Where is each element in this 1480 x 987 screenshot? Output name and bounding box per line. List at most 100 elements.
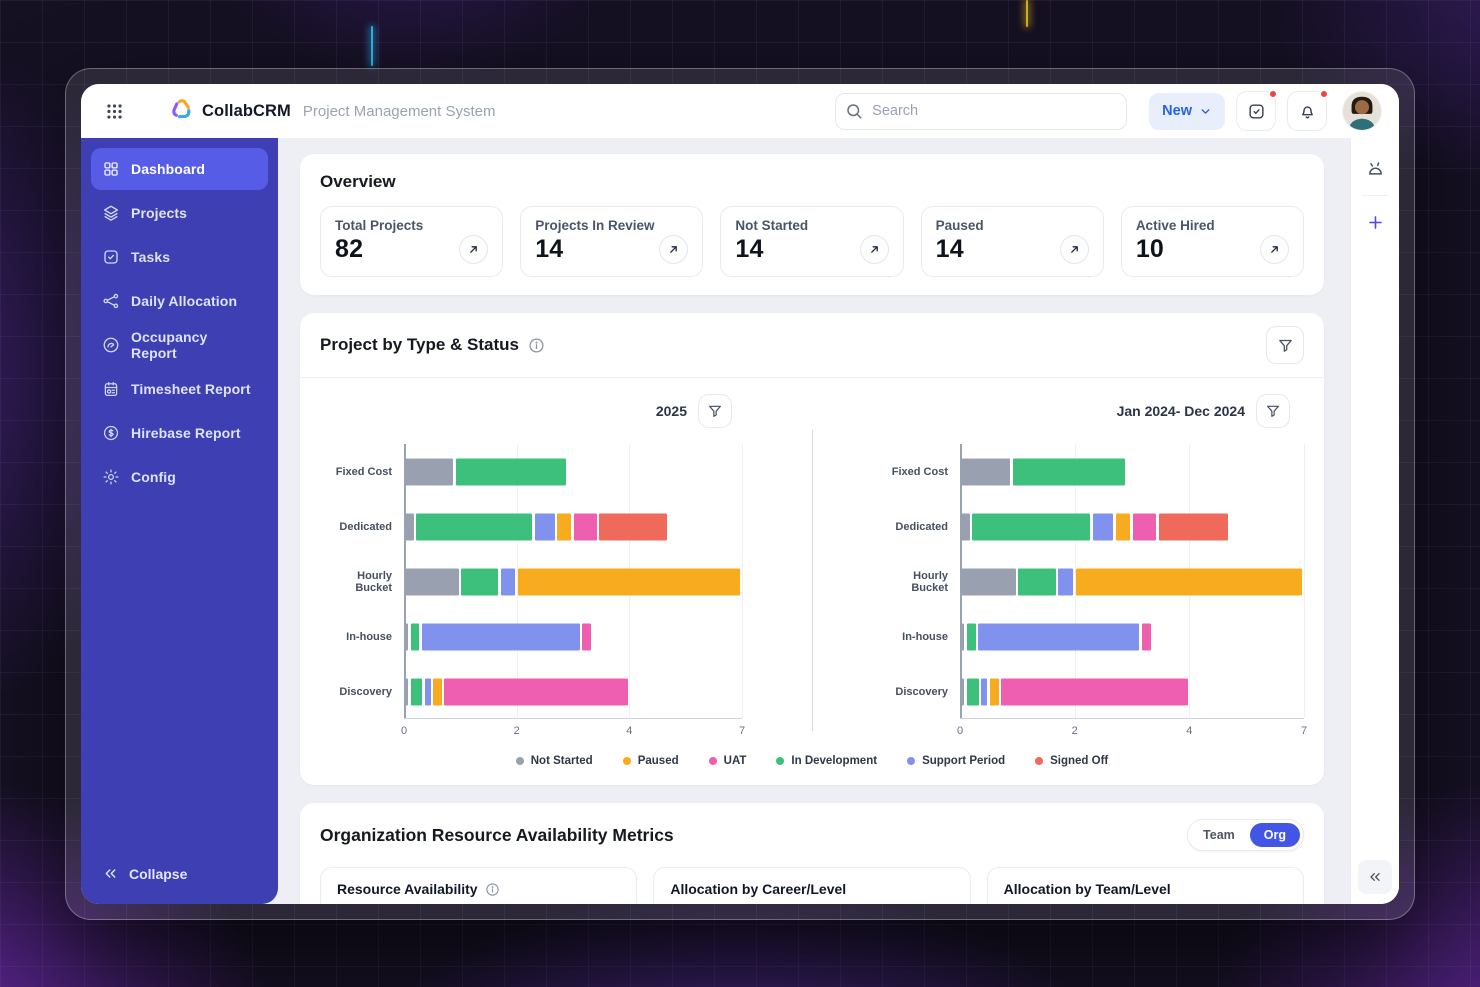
notification-dot (1319, 89, 1329, 99)
bar-segment (966, 623, 976, 650)
notifications-button[interactable] (1287, 89, 1329, 131)
stat-card-not-started: Not Started 14 (720, 206, 904, 277)
right-period-filter-button[interactable] (1256, 394, 1290, 428)
x-tick-label: 0 (400, 725, 408, 737)
user-avatar[interactable] (1343, 92, 1381, 130)
open-stat-button[interactable] (659, 235, 689, 264)
sunrise-timer-icon[interactable] (1358, 152, 1392, 186)
category-label: In-house (346, 630, 392, 643)
bar-segment (966, 678, 979, 705)
bar-segment (1133, 513, 1157, 540)
bar-segment (961, 568, 1016, 595)
category-label: Hourly Bucket (911, 569, 948, 594)
chart-legend: Not Started Paused UAT In Development Su… (300, 745, 1324, 785)
stacked-bar-chart-2025: Fixed Cost Dedicated Hourly Bucket In-house… (320, 444, 746, 741)
overview-section: Overview Total Projects 82 Projects In R… (300, 154, 1324, 295)
sidebar-item-daily-allocation[interactable]: Daily Allocation (91, 280, 268, 322)
bar-segment (405, 458, 454, 485)
resource-availability-section: Organization Resource Availability Metri… (300, 803, 1324, 904)
allocation-team-level-card: Allocation by Team/Level (986, 867, 1304, 904)
chart-row: Fixed Cost (876, 444, 1304, 499)
bar-segment (534, 513, 555, 540)
bar-segment (433, 678, 442, 705)
chart-row: Fixed Cost (320, 444, 742, 499)
app-window: CollabCRM Project Management System New (81, 84, 1399, 904)
stat-card-total-projects: Total Projects 82 (320, 206, 504, 277)
main-content: Overview Total Projects 82 Projects In R… (278, 138, 1350, 904)
stat-label: Active Hired (1135, 218, 1215, 233)
app-name: CollabCRM (202, 101, 291, 120)
info-icon[interactable] (485, 882, 500, 897)
open-stat-button[interactable] (1059, 235, 1089, 264)
bar-segment (405, 623, 409, 650)
sidebar-collapse-button[interactable]: Collapse (91, 857, 268, 890)
chevrons-left-icon (1370, 873, 1380, 881)
sidebar-item-dashboard[interactable]: Dashboard (91, 148, 268, 190)
bar-segment (416, 513, 533, 540)
x-tick-label: 2 (1071, 725, 1078, 737)
open-stat-button[interactable] (1260, 235, 1290, 264)
chart-left: 2025 Fixed Cost Dedicated Hourly Bucket In-… (320, 392, 812, 741)
search-input[interactable] (835, 92, 1128, 130)
category-label: Discovery (895, 685, 948, 698)
right-period-label: Jan 2024- Dec 2024 (1116, 403, 1245, 419)
toggle-option-org[interactable]: Org (1249, 823, 1300, 847)
bell-icon (1301, 105, 1313, 118)
sidebar-item-projects[interactable]: Projects (91, 192, 268, 234)
sidebar-item-config[interactable]: Config (91, 456, 268, 498)
info-icon[interactable] (528, 337, 545, 354)
category-label: Dedicated (895, 520, 948, 533)
gear-icon (103, 469, 119, 485)
sidebar-item-label: Config (131, 469, 176, 485)
sidebar-item-label: Projects (131, 205, 188, 221)
toggle-option-team[interactable]: Team (1203, 828, 1235, 842)
sidebar-item-label: Daily Allocation (131, 293, 238, 309)
chart-row: Discovery (320, 664, 742, 719)
overview-title: Overview (320, 172, 396, 191)
app-subtitle: Project Management System (302, 102, 496, 120)
stacked-bar-chart-2024: Fixed Cost Dedicated Hourly Bucket In-house… (876, 444, 1307, 741)
chevrons-left-icon (105, 869, 116, 878)
sidebar-item-occupancy-report[interactable]: Occupancy Report (91, 324, 268, 366)
bar-segment (1158, 513, 1228, 540)
layers-icon (103, 205, 119, 221)
bar-segment (500, 568, 516, 595)
bar-segment (1012, 458, 1125, 485)
sidebar-item-tasks[interactable]: Tasks (91, 236, 268, 278)
bar-segment (972, 513, 1091, 540)
timesheet-icon (104, 381, 118, 397)
bar-segment (574, 513, 597, 540)
gauge-icon (103, 337, 119, 353)
bar-segment (961, 513, 970, 540)
sidebar-item-hirebase-report[interactable]: Hirebase Report (91, 412, 268, 454)
app-launcher-grid-icon[interactable] (97, 94, 131, 128)
funnel-icon (709, 405, 721, 417)
panel-collapse-button[interactable] (1358, 860, 1392, 894)
top-bar: CollabCRM Project Management System New (81, 84, 1399, 138)
left-period-filter-button[interactable] (698, 394, 732, 428)
tasks-check-button[interactable] (1236, 89, 1278, 131)
arrow-up-right-icon (470, 246, 478, 253)
add-widget-button[interactable] (1358, 205, 1392, 239)
legend-item: UAT (708, 755, 746, 767)
bar-segment (410, 623, 420, 650)
chart-row: In-house (320, 609, 742, 664)
x-tick-label: 7 (738, 725, 746, 737)
sidebar-item-timesheet-report[interactable]: Timesheet Report (91, 368, 268, 410)
allocation-share-icon (103, 293, 119, 309)
stat-label: Paused (935, 218, 984, 233)
open-stat-button[interactable] (459, 235, 489, 264)
chart-filter-button[interactable] (1266, 326, 1304, 364)
sidebar: Dashboard Projects Tasks Daily Allocatio… (81, 138, 278, 904)
stat-card-paused: Paused 14 (920, 206, 1104, 277)
bar-segment (405, 513, 414, 540)
new-button[interactable]: New (1149, 92, 1225, 130)
open-stat-button[interactable] (859, 235, 889, 264)
dashboard-icon (104, 162, 118, 176)
sidebar-item-label: Dashboard (131, 161, 206, 177)
background-accent-yellow (1026, 0, 1028, 27)
check-square-icon (104, 250, 118, 264)
collabcrm-logo-icon (169, 96, 194, 126)
legend-dot (515, 757, 524, 765)
x-tick-label: 2 (513, 725, 520, 737)
